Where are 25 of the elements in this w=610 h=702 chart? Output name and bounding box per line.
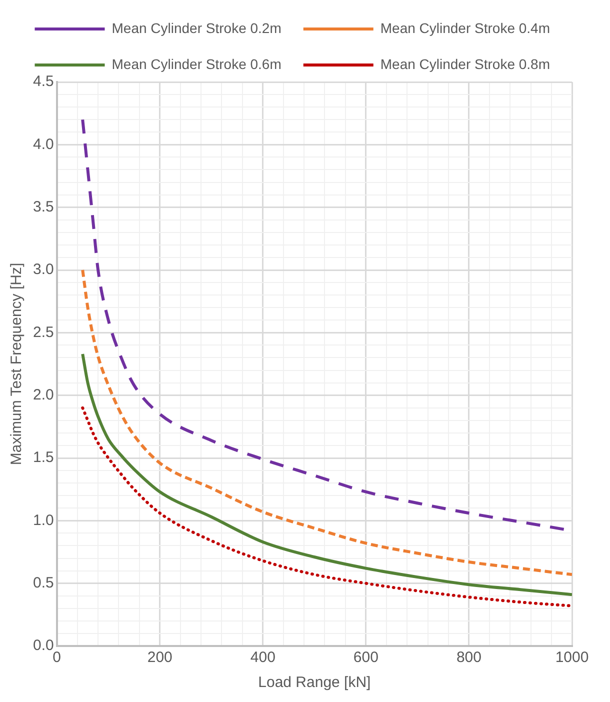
y-tick-label: 0.5	[32, 574, 54, 592]
legend-label: Mean Cylinder Stroke 0.2m	[112, 20, 282, 36]
x-tick-label: 0	[52, 649, 62, 666]
y-axis-title: Maximum Test Frequency [Hz]	[8, 262, 26, 466]
x-tick-label: 800	[456, 649, 482, 666]
line-series	[81, 406, 572, 608]
y-tick-label: 4.5	[32, 73, 54, 90]
x-tick-label: 1000	[555, 649, 589, 666]
x-tick-label: 200	[147, 649, 172, 666]
x-tick-label: 400	[250, 649, 276, 666]
y-tick-label: 4.0	[32, 136, 54, 153]
y-tick-label: 0.0	[32, 637, 54, 654]
x-axis-title: Load Range [kN]	[258, 674, 371, 692]
y-tick-label: 1.0	[32, 512, 54, 529]
legend-label: Mean Cylinder Stroke 0.6m	[112, 56, 282, 72]
legend-label: Mean Cylinder Stroke 0.8m	[380, 56, 550, 72]
legend-label: Mean Cylinder Stroke 0.4m	[380, 20, 550, 36]
y-tick-label: 2.5	[32, 324, 54, 341]
y-tick-label: 3.0	[32, 261, 54, 278]
line-series	[81, 268, 572, 576]
line-series	[81, 352, 572, 596]
y-tick-label: 2.0	[32, 386, 54, 404]
x-tick-label: 600	[353, 649, 378, 666]
y-tick-label: 3.5	[32, 198, 54, 216]
y-tick-label: 1.5	[32, 449, 54, 466]
